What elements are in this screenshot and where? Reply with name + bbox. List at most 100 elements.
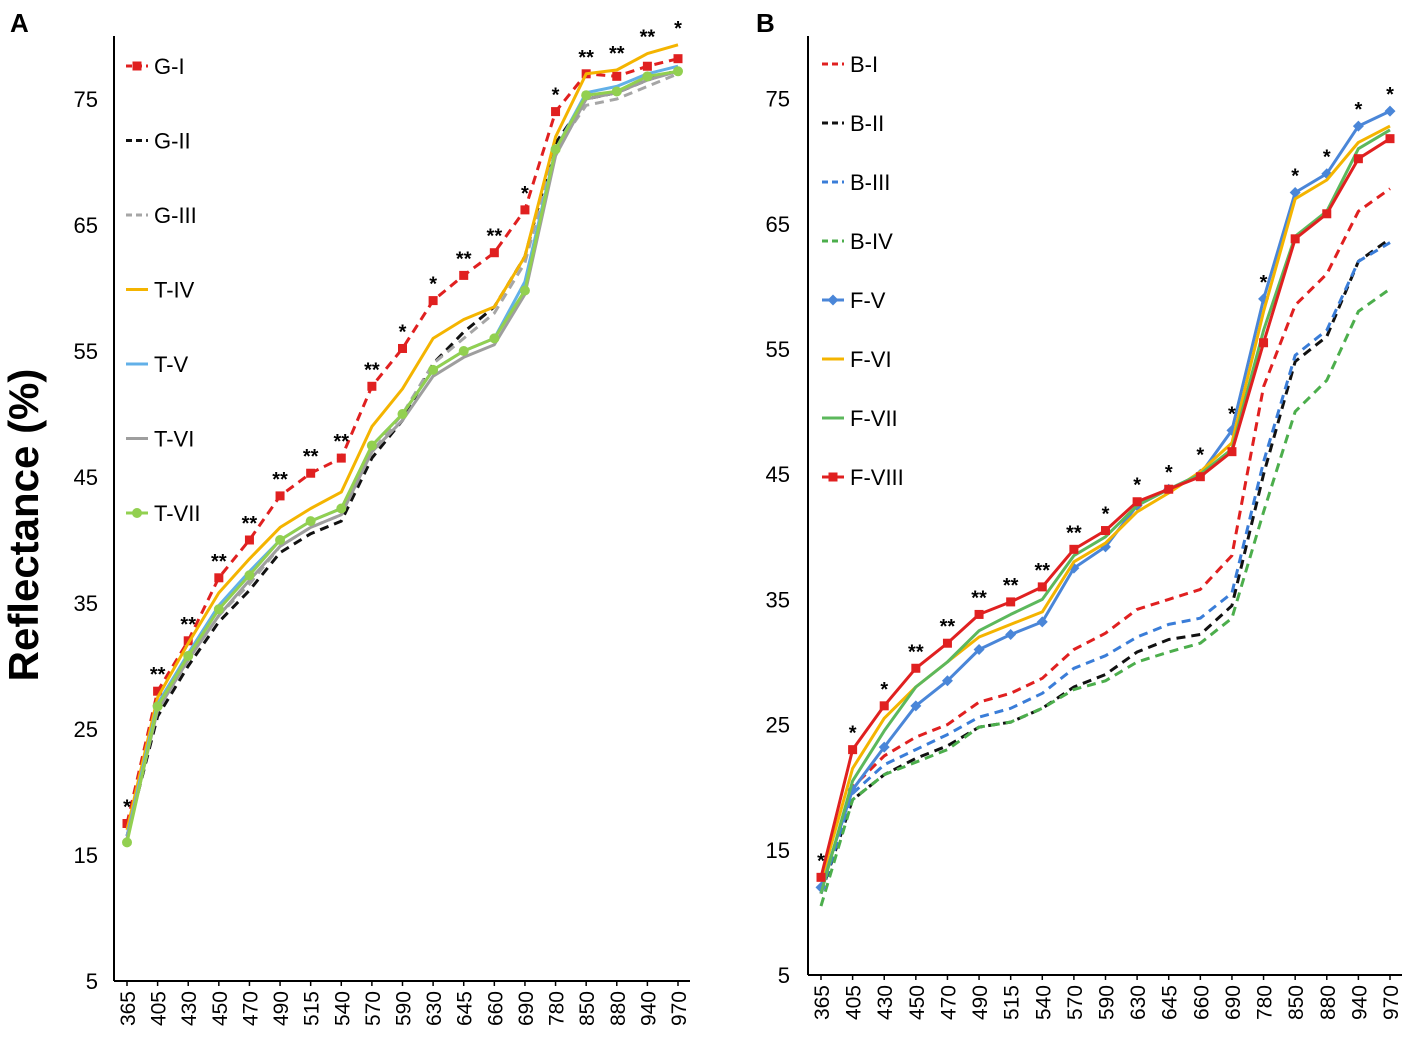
x-tick-label: 645: [454, 991, 477, 1026]
data-point: [942, 638, 952, 648]
data-point: [1227, 447, 1237, 457]
x-tick-label: 690: [515, 991, 538, 1026]
data-point: [581, 90, 592, 101]
significance-mark: *: [1228, 403, 1236, 425]
data-point: [367, 381, 377, 391]
series-f-v: [815, 105, 1396, 893]
data-point: [1164, 484, 1174, 494]
data-point: [816, 872, 826, 882]
significance-mark: **: [211, 551, 227, 573]
data-point: [489, 333, 500, 344]
legend-label: F-VIII: [850, 465, 904, 490]
x-tick-label: 515: [1001, 985, 1024, 1020]
series-line: [125, 64, 679, 837]
y-tick-label: 15: [74, 843, 98, 868]
data-point: [1259, 338, 1269, 348]
series-b-iii: [819, 241, 1391, 895]
y-tick-label: 15: [766, 838, 790, 863]
significance-mark: **: [1003, 575, 1019, 597]
data-point: [551, 107, 561, 117]
significance-mark: **: [640, 27, 656, 49]
data-point: [122, 837, 132, 848]
x-tick-label: 570: [362, 991, 385, 1026]
data-point: [428, 364, 439, 375]
series-b-i: [819, 187, 1391, 895]
significance-mark: *: [1291, 166, 1299, 188]
data-point: [152, 701, 163, 712]
legend-label: B-II: [850, 111, 884, 136]
x-tick-label: 940: [637, 991, 660, 1026]
x-tick-label: 660: [484, 991, 507, 1026]
data-point: [1385, 134, 1395, 144]
data-point: [1037, 582, 1047, 592]
significance-mark: **: [242, 513, 258, 535]
data-point: [673, 54, 683, 64]
data-point: [1101, 526, 1110, 536]
significance-mark: *: [1386, 84, 1394, 106]
data-point: [305, 516, 316, 527]
data-point: [1353, 154, 1363, 164]
significance-mark: **: [1066, 522, 1082, 544]
legend-label: B-III: [850, 170, 890, 195]
x-tick-label: 470: [239, 991, 262, 1026]
significance-mark: *: [674, 18, 682, 40]
series-line: [125, 57, 679, 824]
legend-label: G-I: [154, 54, 185, 79]
x-tick-label: 570: [1064, 985, 1087, 1020]
significance-mark: **: [364, 359, 380, 381]
panel-label: A: [10, 8, 29, 38]
significance-mark: *: [1102, 504, 1110, 526]
significance-mark: **: [150, 664, 166, 686]
data-point: [366, 440, 377, 451]
x-tick-label: 540: [331, 991, 354, 1026]
significance-mark: *: [1165, 462, 1173, 484]
x-tick-label: 540: [1032, 985, 1055, 1020]
y-tick-label: 45: [74, 465, 98, 490]
x-tick-label: 405: [148, 991, 171, 1026]
significance-mark: **: [609, 43, 625, 65]
y-axis-title: Reflectance (%): [0, 369, 47, 682]
y-tick-label: 55: [766, 337, 790, 362]
x-tick-label: 780: [1254, 985, 1277, 1020]
x-tick-label: 880: [607, 991, 630, 1026]
significance-mark: *: [1133, 475, 1141, 497]
x-tick-label: 490: [270, 991, 293, 1026]
data-point: [275, 535, 286, 545]
legend-label: B-I: [850, 52, 878, 77]
data-point: [489, 248, 499, 258]
legend-label: T-VII: [154, 501, 200, 526]
x-tick-label: 850: [1285, 985, 1308, 1020]
x-tick-label: 430: [178, 991, 201, 1026]
series-line: [125, 72, 679, 837]
data-point: [973, 643, 985, 655]
significance-mark: *: [521, 183, 529, 205]
y-tick-label: 25: [766, 713, 790, 738]
y-tick-label: 45: [766, 462, 790, 487]
legend-label: T-VI: [154, 427, 194, 452]
data-point: [1352, 120, 1364, 132]
data-point: [1290, 234, 1300, 244]
series-g-ii: [125, 68, 679, 837]
y-tick-label: 75: [766, 87, 790, 112]
significance-mark: **: [1034, 560, 1050, 582]
x-tick-label: 365: [117, 991, 140, 1026]
data-point: [1289, 187, 1301, 198]
data-point: [1006, 597, 1016, 607]
series-t-vii: [122, 66, 683, 848]
data-point: [911, 663, 921, 673]
series-line: [819, 241, 1391, 895]
data-point: [1069, 544, 1079, 554]
x-tick-label: 970: [1380, 985, 1403, 1020]
significance-mark: *: [429, 274, 437, 296]
y-tick-label: 35: [766, 587, 790, 612]
data-point: [336, 503, 347, 514]
x-tick-label: 470: [937, 985, 960, 1020]
data-point: [1005, 628, 1017, 640]
series-g-iii: [125, 72, 679, 837]
data-point: [519, 285, 530, 296]
legend-label: T-V: [154, 352, 189, 377]
legend-label: F-VII: [850, 406, 898, 431]
data-point: [1384, 105, 1396, 117]
significance-mark: **: [578, 47, 594, 69]
